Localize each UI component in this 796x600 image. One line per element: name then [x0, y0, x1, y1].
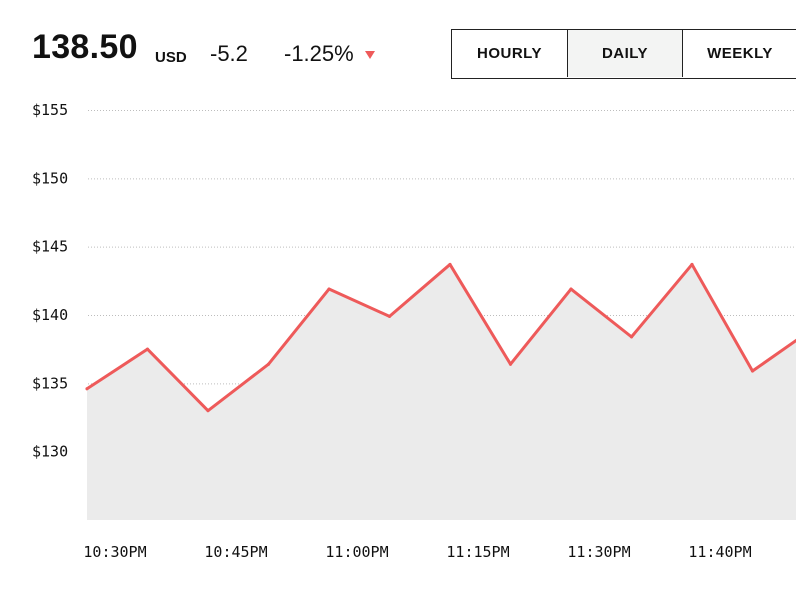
data-point — [751, 369, 754, 373]
y-tick-label: $140 — [32, 306, 68, 324]
price-line-segment — [146, 347, 210, 413]
area-fill — [87, 264, 796, 520]
price-line-segment — [206, 362, 270, 413]
x-tick-label: 11:30PM — [567, 543, 630, 561]
data-point — [569, 287, 573, 291]
x-tick-label: 10:45PM — [204, 543, 267, 561]
price-chart: $130$135$140$145$150$155 10:30PM 10:45PM 1… — [32, 101, 796, 561]
price-line-segment — [509, 287, 573, 366]
x-tick-label: 11:15PM — [446, 543, 509, 561]
data-point — [388, 314, 391, 318]
price-change: -5.2 — [210, 41, 248, 66]
area-fill-layer — [87, 264, 796, 520]
triangle-down-icon — [365, 51, 375, 59]
percent-change: -1.25% — [284, 41, 354, 66]
price-line-segment — [388, 262, 452, 318]
current-price: 138.50 — [32, 28, 138, 66]
data-point — [509, 362, 512, 366]
price-line-segment — [85, 347, 149, 391]
tab-hourly[interactable]: HOURLY — [477, 45, 542, 62]
x-axis-ticks: 10:30PM 10:45PM 11:00PM 11:15PM 11:30PM 11:40… — [83, 543, 751, 561]
price-line-segment — [569, 287, 633, 339]
tab-daily[interactable]: DAILY — [567, 30, 682, 77]
price-line-segment — [267, 287, 331, 366]
price-line-segment — [448, 262, 512, 366]
x-tick-label: 10:30PM — [83, 543, 146, 561]
timeframe-tabs: HOURLY DAILY WEEKLY — [451, 29, 796, 79]
data-point — [327, 287, 331, 291]
quote-header: 138.50 USD -5.2 -1.25% HOURLY DAILY WEEK… — [0, 0, 796, 100]
y-tick-label: $150 — [32, 169, 68, 187]
data-point — [690, 262, 694, 266]
y-tick-label: $155 — [32, 101, 68, 119]
price-line-segment — [690, 262, 754, 373]
x-tick-label: 11:00PM — [325, 543, 388, 561]
data-point — [85, 387, 89, 391]
price-line-segment — [751, 338, 796, 373]
data-point — [448, 262, 452, 266]
y-tick-label: $130 — [32, 443, 68, 461]
data-point — [146, 347, 149, 351]
price-line-segment — [327, 287, 391, 318]
y-axis-ticks: $130 $135 $140 $145 $150 $155 — [32, 101, 68, 461]
price-line-segment — [630, 262, 694, 339]
data-point — [206, 409, 210, 413]
y-tick-label: $135 — [32, 374, 68, 392]
tab-weekly[interactable]: WEEKLY — [682, 30, 796, 77]
x-tick-label: 11:40PM — [688, 543, 751, 561]
currency-label: USD — [155, 49, 187, 66]
price-line-layer — [85, 262, 796, 413]
data-point — [267, 362, 270, 366]
data-point — [630, 335, 633, 339]
y-tick-label: $145 — [32, 238, 68, 256]
